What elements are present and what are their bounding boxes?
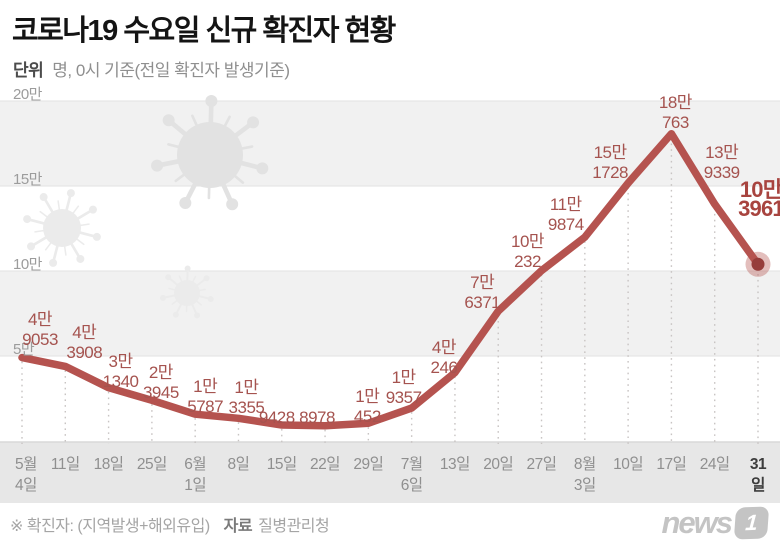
subtitle: 단위 명, 0시 기준(전일 확진자 발생기준) [13,56,290,81]
virus-icon-part [175,302,183,315]
virus-icon-part [172,311,179,318]
virus-icon-part [79,223,90,227]
virus-icon-part [178,275,183,283]
virus-icon-part [151,159,164,172]
virus-icon-part [65,193,72,212]
virus-icon-part [43,197,55,214]
virus-icon-part [49,258,58,267]
unit-text: 명, 0시 기준(전일 확진자 발생기준) [52,61,290,80]
virus-icon-part [27,218,46,225]
virus-icon-part [184,265,191,272]
grid-band [0,271,780,356]
virus-icon-part [238,160,262,170]
grid-band [0,101,780,186]
footnote: ※ 확진자: (지역발생+해외유입) [10,518,210,535]
virus-icon-part [78,231,97,238]
virus-icon-part [205,95,218,108]
virus-icon-part [72,205,80,215]
virus-icon-part [39,210,49,218]
virus-icon-part [27,242,36,251]
virus-icon-part [179,197,192,210]
virus-icon-part [44,241,52,251]
virus-icon-part [207,296,214,303]
virus-icon-part [34,229,45,233]
virus-icon-part [76,209,93,221]
source-name: 질병관리청 [258,518,330,535]
virus-icon [23,189,101,267]
virus-icon-part [168,119,188,137]
news1-logo-text: news [661,505,733,540]
virus-icon-part [92,232,101,241]
x-axis-band [0,442,780,503]
virus-icon-part [52,244,59,263]
last-point-marker [751,257,765,271]
virus-icon-part [171,299,179,305]
virus-icon-part [23,215,32,224]
virus-icon-part [233,174,245,184]
virus-icon-part [195,299,202,306]
virus-icon-part [195,278,207,287]
virus-icon-part [226,198,239,211]
news1-logo-badge-icon: 1 [733,506,770,540]
virus-icon [151,95,269,211]
virus-icon-part [174,280,200,306]
virus-icon-part [43,209,81,247]
unit-label: 단위 [13,61,44,80]
virus-icon-part [197,294,211,300]
virus-icon-part [162,114,175,127]
virus-icon-part [75,238,85,246]
virus-icon-part [233,121,253,139]
virus-icon-part [157,159,181,168]
virus-icon-part [174,172,186,183]
virus-icon-part [256,162,269,175]
virus-icon-part [247,116,260,129]
virus-icon-part [163,294,177,299]
virus-icon-part [168,277,179,287]
virus-icon-part [223,115,231,128]
virus-icon-part [69,242,81,259]
page-title: 코로나19 수요일 신규 확진자 현황 [12,15,396,47]
virus-icon-part [66,189,75,198]
virus-icon-part [184,181,198,203]
virus-icon-part [31,235,48,247]
virus-icon-part [88,205,97,214]
virus-icon-part [167,143,181,149]
virus-icon-part [165,274,172,281]
virus-icon [159,265,214,319]
virus-icon-part [191,114,199,128]
virus-icon-part [220,181,234,204]
source-label: 자료 [223,518,253,535]
virus-icon-part [191,275,197,284]
chart-line [18,129,762,430]
virus-icon-part [76,254,85,263]
virus-icon-part [203,275,210,282]
footer: ※ 확진자: (지역발생+해외유입) 자료 질병관리청 [10,512,330,536]
virus-icon-part [177,122,243,188]
virus-icon-part [240,145,254,151]
virus-icon-part [190,302,198,315]
virus-icon-part [159,294,166,301]
virus-icon-part [63,245,67,256]
virus-icon-part [194,312,201,319]
virus-icon-part [168,287,177,291]
virus-icon-part [57,200,61,211]
news1-logo: news 1 [661,505,770,541]
virus-icon-part [39,193,48,202]
virus-icon-part [198,288,206,292]
